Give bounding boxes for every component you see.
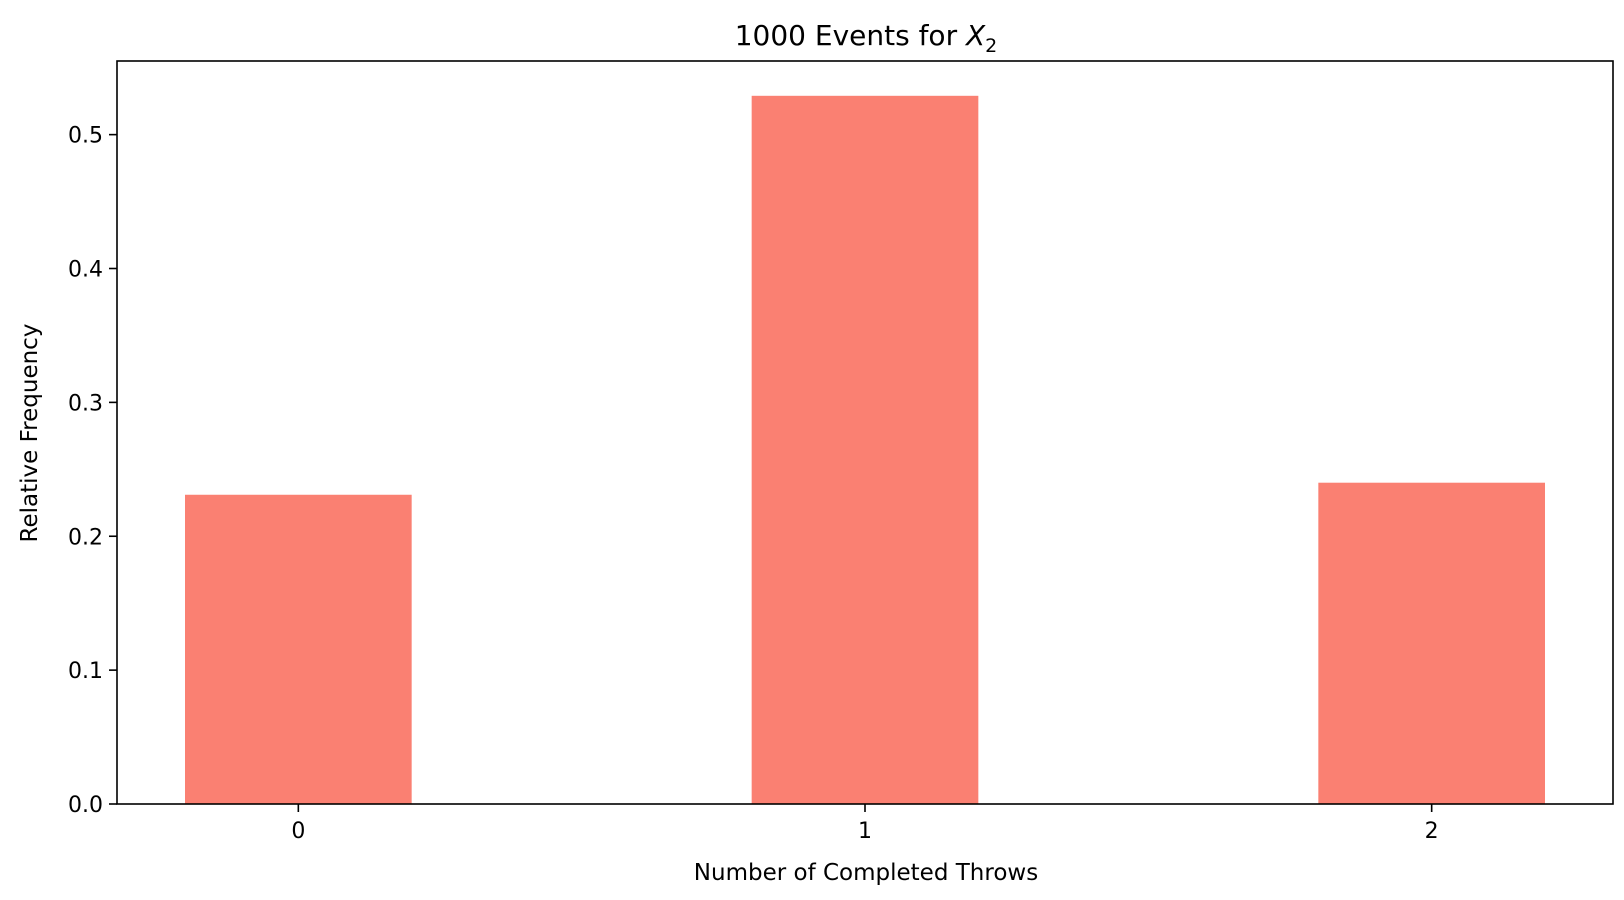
y-axis-ticks: 0.0 0.1 0.2 0.3 0.4 0.5	[68, 124, 117, 818]
y-tick-label: 0.2	[68, 525, 103, 550]
bars-group	[185, 95, 1545, 805]
chart-title: 1000 Events for X2	[735, 19, 998, 57]
chart-title-subscript: 2	[985, 35, 997, 57]
bar-1	[751, 95, 979, 805]
x-tick-label: 0	[291, 819, 305, 844]
y-tick-label: 0.5	[68, 124, 103, 149]
chart-title-text: 1000 Events for	[735, 19, 966, 52]
bar-2	[1318, 482, 1545, 804]
x-tick-label: 1	[858, 819, 872, 844]
x-axis-ticks: 0 1 2	[291, 804, 1439, 844]
y-tick-label: 0.4	[68, 258, 103, 283]
bar-0	[185, 494, 412, 804]
x-tick-label: 2	[1425, 819, 1439, 844]
x-axis-label: Number of Completed Throws	[694, 860, 1038, 886]
y-tick-label: 0.3	[68, 391, 103, 416]
chart-title-variable: X	[964, 19, 986, 52]
y-axis-label: Relative Frequency	[17, 324, 43, 543]
y-tick-label: 0.0	[68, 793, 103, 818]
y-tick-label: 0.1	[68, 659, 103, 684]
